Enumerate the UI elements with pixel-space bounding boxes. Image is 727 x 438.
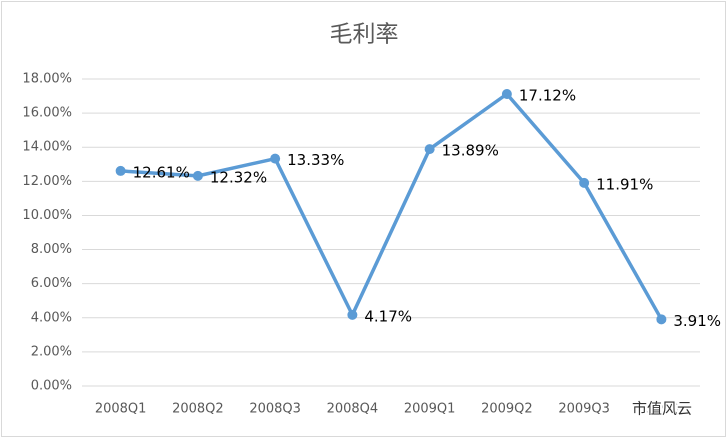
- value-label: 13.89%: [442, 142, 499, 160]
- value-label: 12.61%: [133, 163, 190, 181]
- y-tick-label: 8.00%: [31, 242, 72, 257]
- chart-title: 毛利率: [330, 22, 399, 48]
- y-tick-label: 18.00%: [22, 72, 72, 87]
- value-label: 11.91%: [596, 175, 653, 193]
- point: [579, 177, 590, 188]
- y-tick-label: 6.00%: [31, 276, 72, 291]
- point: [424, 144, 435, 155]
- y-tick-label: 12.00%: [22, 174, 72, 189]
- point: [656, 314, 667, 325]
- watermark: 市值风云: [632, 400, 692, 418]
- x-tick-label: 2009Q4: [636, 402, 688, 417]
- point: [192, 170, 203, 181]
- value-label: 3.91%: [673, 312, 721, 330]
- y-tick-label: 16.00%: [22, 106, 72, 121]
- value-label: 13.33%: [287, 151, 344, 169]
- y-tick-label: 0.00%: [31, 379, 72, 394]
- x-tick-label: 2009Q2: [481, 402, 533, 417]
- x-tick-label: 2008Q2: [172, 402, 224, 417]
- x-tick-label: 2009Q1: [404, 402, 456, 417]
- line: [120, 92, 663, 321]
- y-tick-label: 14.00%: [22, 140, 72, 155]
- value-label: 17.12%: [519, 87, 576, 105]
- x-tick-label: 2008Q4: [327, 402, 379, 417]
- y-tick-label: 4.00%: [31, 310, 72, 325]
- point: [115, 165, 126, 176]
- x-tick-label: 2009Q3: [558, 402, 610, 417]
- value-label: 12.32%: [210, 168, 267, 186]
- point: [270, 153, 281, 164]
- x-tick-label: 2008Q1: [95, 402, 147, 417]
- point: [501, 89, 512, 100]
- y-tick-label: 2.00%: [31, 344, 72, 359]
- y-tick-label: 10.00%: [22, 208, 72, 223]
- point: [347, 309, 358, 320]
- value-label: 4.17%: [364, 307, 412, 325]
- x-tick-label: 2008Q3: [249, 402, 301, 417]
